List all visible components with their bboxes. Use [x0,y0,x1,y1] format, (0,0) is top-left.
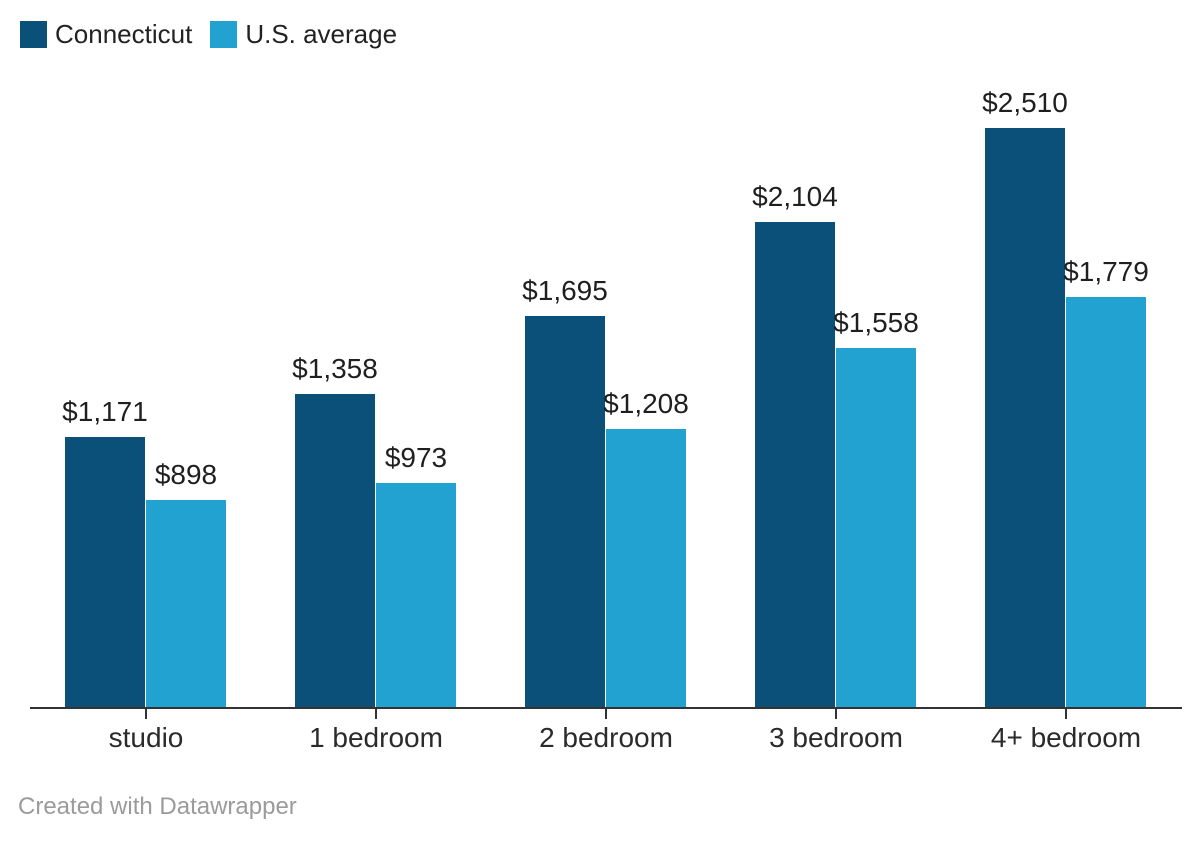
legend-swatch-icon [20,21,47,48]
bar-u-s-average-4-bedroom[interactable] [1066,297,1146,708]
bar-group-1-bedroom: $1,358 $973 [292,0,456,708]
x-axis-label-3-bedroom: 3 bedroom [769,722,903,753]
value-label: $2,104 [752,181,838,212]
plot-area: $1,171 $898 $1,358 $973 $1,695 $1,208 $2,104 $1… [62,0,1149,708]
value-label: $973 [384,442,448,473]
value-label: $1,171 [62,396,148,427]
axis-tick [835,708,837,719]
value-label: $1,558 [833,307,919,338]
bar-connecticut-3-bedroom[interactable] [755,222,835,708]
axis-tick [1065,708,1067,719]
value-label: $1,208 [603,388,689,419]
bar-group-3-bedroom: $2,104 $1,558 [752,0,919,708]
bar-connecticut-1-bedroom[interactable] [295,394,375,708]
datawrapper-credit-link[interactable]: Created with Datawrapper [18,793,297,820]
x-axis-label-2-bedroom: 2 bedroom [539,722,673,753]
bar-u-s-average-3-bedroom[interactable] [836,348,916,708]
legend-swatch-icon [210,21,238,48]
legend-item-connecticut: Connecticut [20,21,192,48]
axis-tick [375,708,377,719]
bar-connecticut-2-bedroom[interactable] [525,316,605,708]
bar-u-s-average-studio[interactable] [146,500,226,708]
x-axis-label-4-bedroom: 4+ bedroom [990,722,1142,753]
value-label: $1,779 [1063,256,1149,287]
axis-tick [145,708,147,719]
x-axis-label-1-bedroom: 1 bedroom [309,722,443,753]
bar-group-4-bedroom: $2,510 $1,779 [982,0,1149,708]
x-axis-label-studio: studio [108,722,184,753]
value-label: $1,695 [522,275,608,306]
bar-group-2-bedroom: $1,695 $1,208 [522,0,689,708]
bar-u-s-average-2-bedroom[interactable] [606,429,686,708]
bar-connecticut-studio[interactable] [65,437,145,708]
legend-label: Connecticut [55,19,193,49]
bar-group-studio: $1,171 $898 [62,0,226,708]
value-label: $2,510 [982,87,1068,118]
legend-label: U.S. average [245,19,398,49]
value-label: $898 [154,459,218,490]
bar-u-s-average-1-bedroom[interactable] [376,483,456,708]
bar-connecticut-4-bedroom[interactable] [985,128,1065,708]
value-label: $1,358 [292,353,378,384]
legend-item-u-s-average: U.S. average [210,21,397,48]
legend: Connecticut U.S. average [20,21,415,48]
axis-tick [605,708,607,719]
